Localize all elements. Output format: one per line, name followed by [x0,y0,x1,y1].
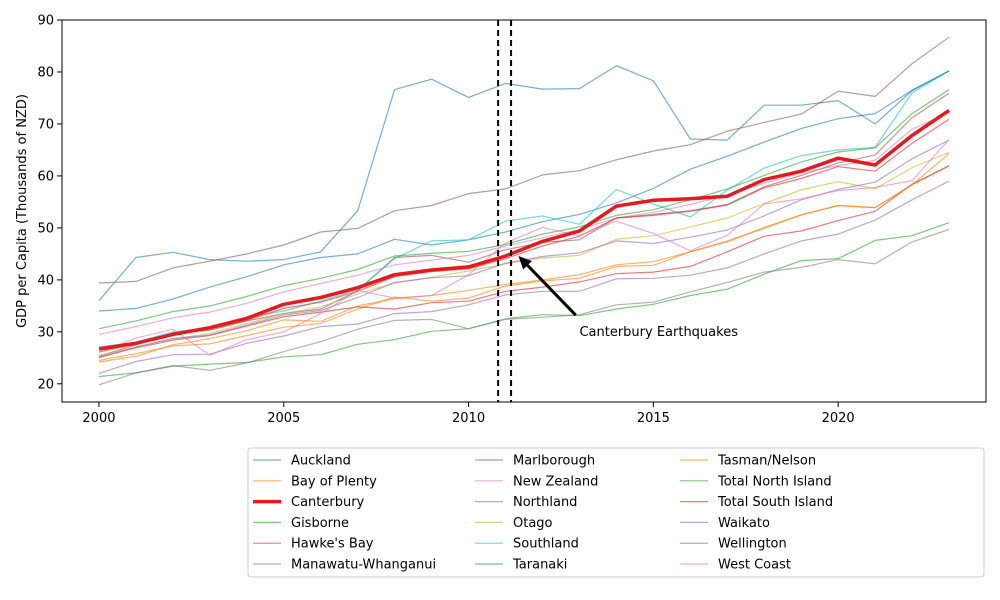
series-line-southland [98,70,950,348]
legend-label-southland: Southland [513,537,579,552]
y-tick-label: 40 [37,273,54,288]
series-line-hawke-s-bay [98,165,950,358]
legend-label-manawatu-whanganui: Manawatu-Whanganui [291,558,436,573]
y-tick-label: 90 [37,14,54,29]
legend-label-northland: Northland [513,495,577,510]
series-line-tasman-nelson [98,153,950,363]
legend-label-bay-of-plenty: Bay of Plenty [291,474,377,489]
series-line-west-coast [98,139,950,356]
legend-label-new-zealand: New Zealand [513,474,598,489]
x-tick-label: 2010 [452,411,485,426]
x-tick-label: 2015 [637,411,670,426]
legend-label-auckland: Auckland [291,454,351,469]
series-line-taranaki [98,65,950,302]
legend-label-otago: Otago [513,516,553,531]
legend-label-wellington: Wellington [718,537,787,552]
legend-label-total-north-island: Total North Island [717,474,832,489]
series-line-auckland [98,70,950,312]
series-line-gisborne [98,222,950,378]
annotation-arrow [526,264,577,317]
legend: Auckland Bay of Plenty Canterbury Gisborne H… [247,447,985,578]
series-line-wellington [98,36,950,284]
x-tick-label: 2000 [82,411,115,426]
legend-label-tasman-nelson: Tasman/Nelson [717,454,816,469]
y-tick-label: 60 [37,169,54,184]
series-line-total-north-island [98,89,950,330]
legend-label-canterbury: Canterbury [291,495,365,510]
series-line-manawatu-whanganui [98,180,950,374]
y-tick-label: 20 [37,377,54,392]
legend-label-taranaki: Taranaki [512,558,567,573]
y-axis-label: GDP per Capita (Thousands of NZD) [15,94,30,328]
y-tick-label: 50 [37,221,54,236]
x-tick-label: 2020 [822,411,855,426]
legend-label-waikato: Waikato [718,516,770,531]
series-line-new-zealand [98,111,950,335]
earthquake-markers [497,20,513,402]
legend-label-total-south-island: Total South Island [717,495,833,510]
annotation: Canterbury Earthquakes [518,256,738,340]
annotation-arrow-head [518,256,532,270]
y-tick-label: 80 [37,65,54,80]
series-lines [98,36,950,386]
x-tick-label: 2005 [267,411,300,426]
y-axis: 20 30 40 50 60 70 80 90 [37,14,62,392]
y-tick-label: 70 [37,117,54,132]
annotation-label: Canterbury Earthquakes [579,325,738,340]
series-line-total-south-island [98,118,950,353]
series-line-northland [98,228,950,386]
plot-frame [61,19,987,403]
x-axis: 2000 2005 2010 2015 2020 [82,402,855,426]
legend-box [247,447,985,578]
legend-label-west-coast: West Coast [718,558,791,573]
series-line-canterbury [98,108,950,351]
legend-label-marlborough: Marlborough [513,454,595,469]
legend-label-hawke-s-bay: Hawke's Bay [291,537,374,552]
y-tick-label: 30 [37,325,54,340]
legend-label-gisborne: Gisborne [291,516,349,531]
